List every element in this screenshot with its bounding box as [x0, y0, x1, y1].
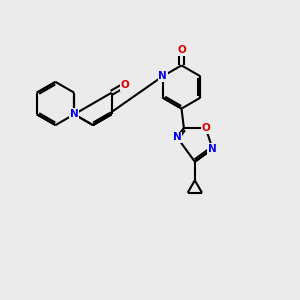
Text: N: N — [70, 109, 79, 119]
Text: O: O — [201, 123, 210, 133]
Text: N: N — [173, 132, 182, 142]
Text: O: O — [177, 45, 186, 55]
Text: O: O — [121, 80, 130, 90]
Text: N: N — [208, 144, 217, 154]
Text: N: N — [70, 109, 79, 119]
Text: N: N — [158, 71, 167, 81]
